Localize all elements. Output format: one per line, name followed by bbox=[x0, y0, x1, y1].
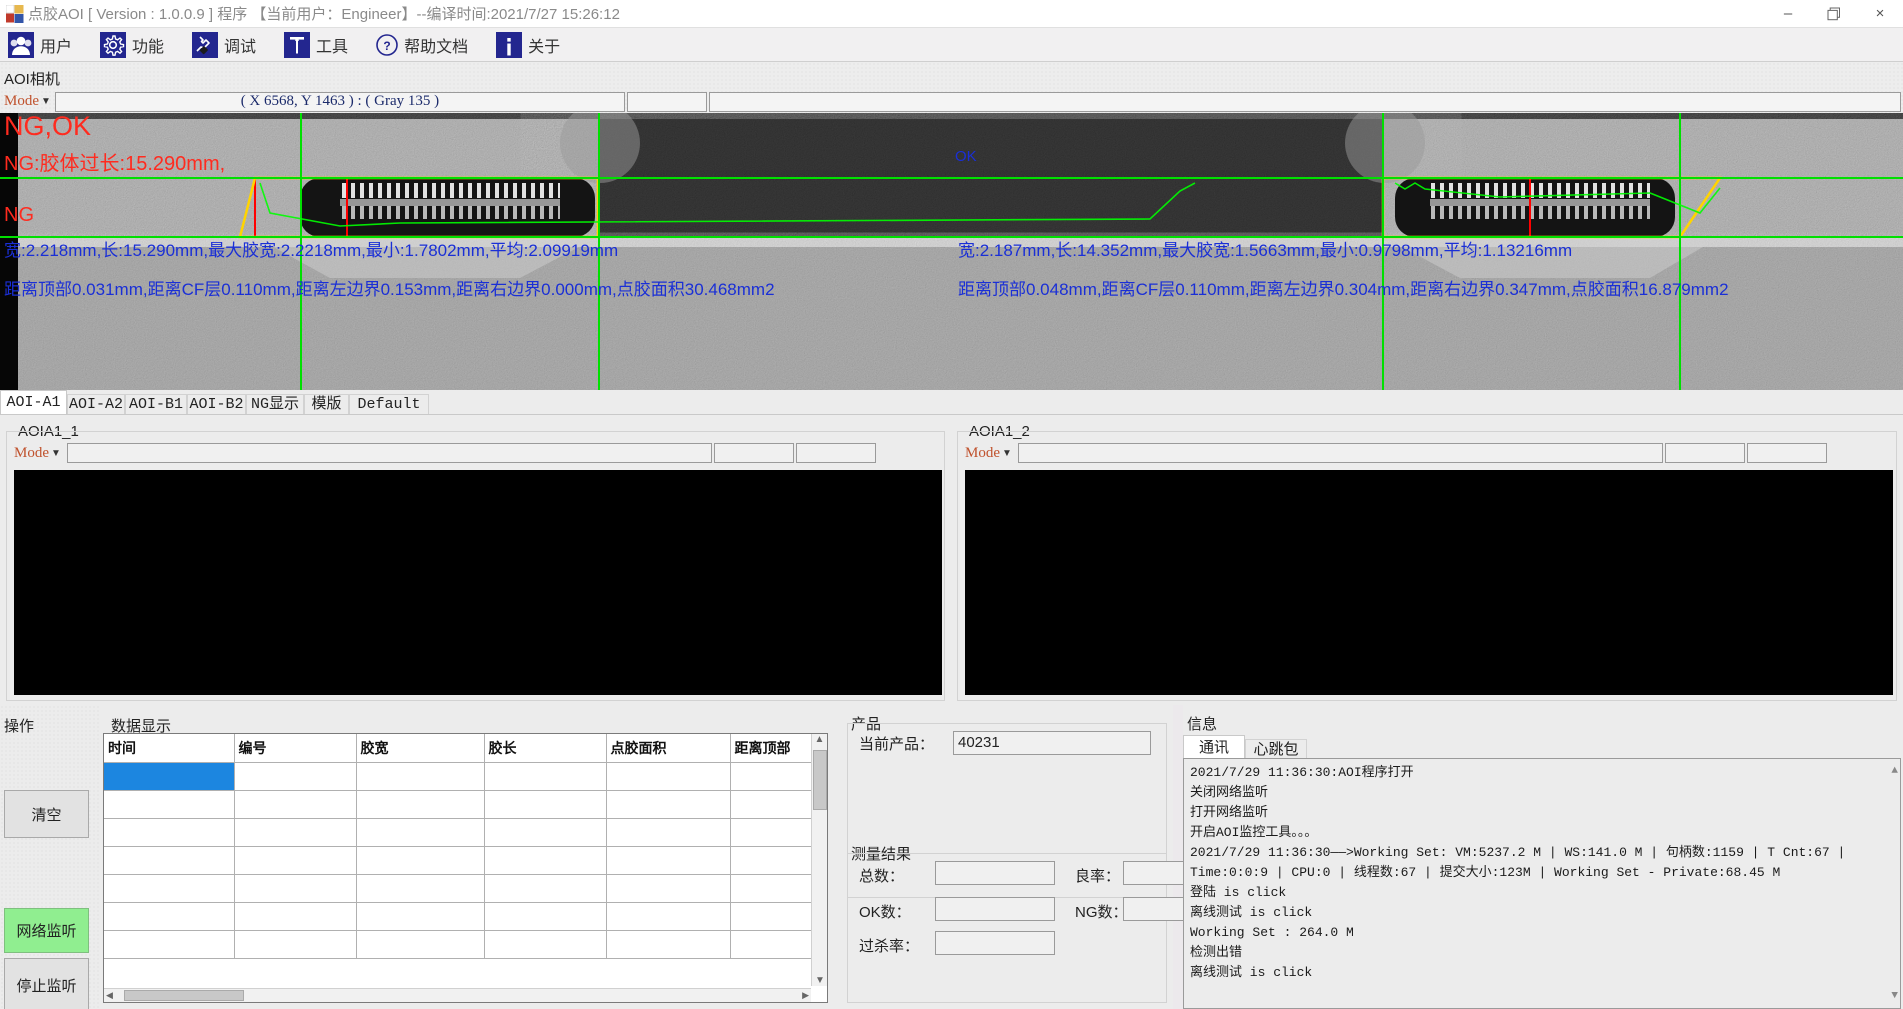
svg-text:宽:2.218mm,长:15.290mm,最大胶宽:2.22: 宽:2.218mm,长:15.290mm,最大胶宽:2.2218mm,最小:1.… bbox=[4, 241, 618, 260]
svg-text:距离顶部0.048mm,距离CF层0.110mm,距离左边界: 距离顶部0.048mm,距离CF层0.110mm,距离左边界0.304mm,距离… bbox=[958, 280, 1729, 299]
svg-text:NG:胶体过长:15.290mm,: NG:胶体过长:15.290mm, bbox=[4, 152, 225, 175]
svg-text:NG,OK: NG,OK bbox=[4, 113, 91, 141]
svg-text:OK: OK bbox=[955, 148, 977, 165]
svg-text:距离顶部0.031mm,距离CF层0.110mm,距离左边界: 距离顶部0.031mm,距离CF层0.110mm,距离左边界0.153mm,距离… bbox=[4, 280, 775, 299]
svg-text:NG: NG bbox=[4, 204, 34, 226]
svg-text:宽:2.187mm,长:14.352mm,最大胶宽:1.56: 宽:2.187mm,长:14.352mm,最大胶宽:1.5663mm,最小:0.… bbox=[958, 241, 1572, 260]
svg-text:?: ? bbox=[383, 39, 390, 53]
